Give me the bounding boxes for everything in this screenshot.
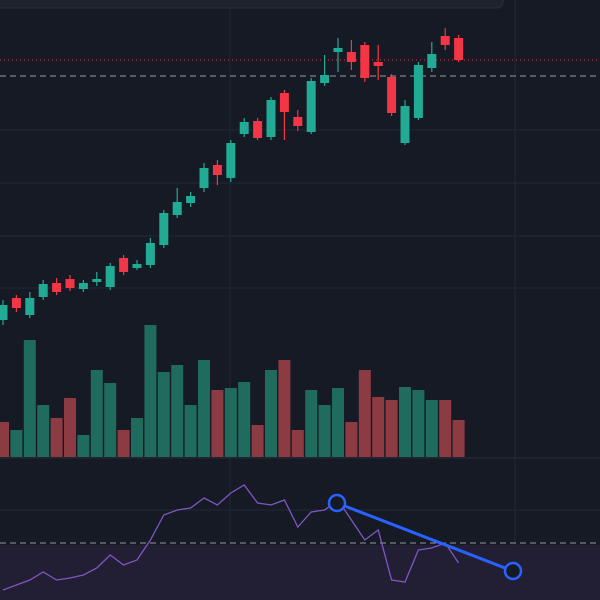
volume-bar: [224, 388, 237, 457]
candle-body: [400, 106, 410, 143]
volume-bar: [385, 400, 398, 457]
volume-bar: [144, 325, 157, 457]
volume-bar: [332, 388, 344, 457]
candle-body: [454, 38, 464, 60]
volume-bar: [452, 420, 465, 457]
volume-bar: [291, 430, 304, 457]
volume-bar: [184, 405, 197, 457]
trend-drawing: [327, 493, 523, 581]
volume-bar: [171, 365, 184, 457]
volume-bar: [278, 360, 291, 457]
candle-body: [226, 143, 236, 178]
volume-bar: [412, 390, 425, 457]
candle-body: [413, 65, 423, 118]
volume-bar: [23, 340, 36, 457]
volume-bar: [64, 398, 76, 457]
trend-handle[interactable]: [503, 561, 523, 581]
indicator-band: [0, 545, 600, 600]
volume-bar: [372, 397, 385, 457]
volume-bar: [425, 400, 438, 457]
candle-body: [373, 62, 383, 66]
candle-body: [346, 52, 356, 62]
candle-body: [38, 284, 48, 297]
volume-bar: [198, 360, 210, 457]
candle-body: [159, 213, 169, 245]
volume-bar: [399, 387, 411, 457]
toolbar-panel: [0, 0, 504, 9]
marks: [0, 28, 465, 591]
volume-bar: [0, 422, 9, 457]
volume-bar: [238, 382, 251, 457]
candle-body: [387, 77, 397, 113]
candle-body: [333, 48, 343, 52]
candle-body: [253, 121, 263, 138]
candle-body: [266, 100, 276, 137]
volume-bar: [104, 383, 117, 457]
volume-bar: [251, 425, 264, 457]
candle-body: [105, 266, 115, 287]
candle-body: [145, 243, 155, 265]
candle-body: [427, 54, 437, 68]
trend-line[interactable]: [336, 501, 514, 573]
candle-body: [52, 283, 62, 292]
candle-body: [65, 279, 75, 288]
candle-body: [306, 81, 316, 132]
volume-bar: [305, 390, 318, 457]
candle-body: [132, 264, 142, 268]
candle-body: [78, 283, 88, 289]
volume-bar: [37, 405, 50, 457]
volume-bar: [117, 430, 130, 457]
volume-bar: [50, 418, 63, 457]
volume-bar: [157, 372, 170, 457]
candle-body: [11, 298, 21, 308]
indicator-line: [2, 484, 460, 591]
volume-bar: [211, 390, 224, 457]
candle-body: [92, 279, 102, 282]
candle-body: [279, 93, 289, 112]
candle-body: [360, 45, 370, 78]
candle-body: [212, 165, 222, 175]
volume-bar: [10, 430, 23, 457]
candle-body: [119, 258, 129, 272]
volume-bar: [265, 370, 277, 457]
candle-body: [293, 117, 303, 126]
candle-body: [0, 305, 8, 320]
candle-body: [186, 196, 196, 203]
candle-body: [320, 75, 330, 83]
volume-bar: [131, 418, 143, 457]
volume-bar: [358, 370, 371, 457]
candle-body: [172, 202, 182, 215]
volume-bar: [318, 405, 331, 457]
candle-body: [239, 122, 249, 134]
candle-body: [25, 298, 35, 315]
volume-bar: [90, 370, 103, 457]
volume-bar: [439, 400, 452, 457]
candle-body: [199, 168, 209, 188]
volume-bar: [77, 435, 90, 457]
candle-body: [440, 36, 450, 45]
volume-bar: [345, 422, 358, 457]
trend-handle[interactable]: [327, 493, 347, 513]
